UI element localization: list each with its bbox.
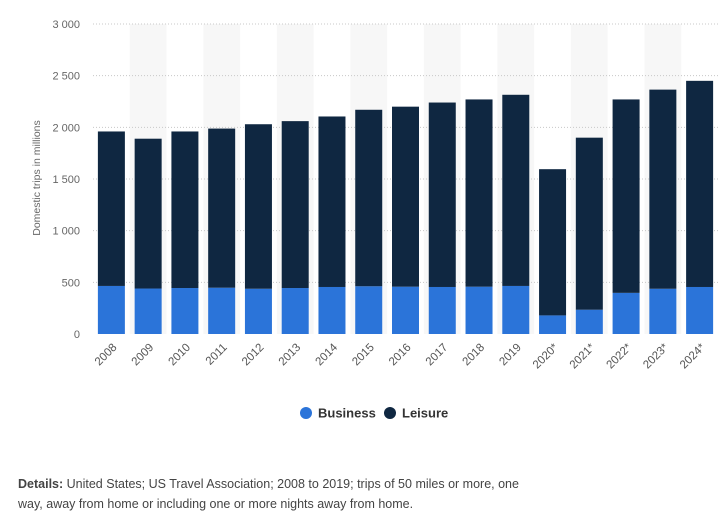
- legend-label-business[interactable]: Business: [318, 406, 376, 421]
- bar-leisure[interactable]: [97, 131, 125, 286]
- bar-business[interactable]: [355, 286, 383, 334]
- x-tick-label: 2015: [350, 342, 377, 369]
- bar-business[interactable]: [539, 315, 567, 334]
- y-tick-label: 3 000: [52, 19, 80, 31]
- bar-leisure[interactable]: [244, 124, 272, 289]
- x-tick-label: 2016: [387, 342, 414, 369]
- x-tick-label: 2011: [204, 342, 230, 368]
- bar-business[interactable]: [281, 288, 309, 334]
- bar-business[interactable]: [612, 292, 640, 334]
- x-tick-label: 2021*: [568, 341, 598, 371]
- bar-business[interactable]: [244, 288, 272, 334]
- details-text: United States; US Travel Association; 20…: [18, 477, 519, 511]
- bar-leisure[interactable]: [465, 99, 493, 287]
- y-axis-ticks: 0 500 1 000 1 500 2 000 2 500 3 000: [52, 19, 80, 341]
- bar-business[interactable]: [134, 288, 162, 334]
- bar-business[interactable]: [575, 309, 603, 334]
- bar-business[interactable]: [502, 285, 530, 334]
- bar-business[interactable]: [318, 286, 346, 334]
- x-tick-label: 2019: [497, 342, 524, 369]
- bar-leisure[interactable]: [539, 169, 567, 316]
- bar-leisure[interactable]: [208, 128, 236, 288]
- bar-business[interactable]: [428, 286, 456, 334]
- bar-leisure[interactable]: [686, 80, 714, 287]
- bar-leisure[interactable]: [392, 106, 419, 287]
- y-axis-title: Domestic trips in millions: [31, 120, 43, 236]
- y-tick-label: 1 500: [52, 174, 80, 186]
- x-tick-label: 2008: [93, 342, 120, 369]
- x-tick-label: 2023*: [641, 341, 671, 371]
- y-tick-label: 2 500: [52, 71, 80, 83]
- x-tick-label: 2013: [277, 342, 304, 369]
- y-tick-label: 2 000: [52, 122, 80, 134]
- x-tick-label: 2009: [130, 342, 157, 369]
- y-tick-label: 500: [62, 277, 80, 289]
- x-tick-label: 2020*: [531, 341, 561, 371]
- x-tick-label: 2012: [240, 342, 267, 369]
- bar-business[interactable]: [171, 288, 199, 334]
- bar-business[interactable]: [649, 288, 677, 334]
- chart: 0 500 1 000 1 500 2 000 2 500 3 000 2008 2009 20…: [31, 19, 718, 421]
- bar-business[interactable]: [686, 286, 714, 334]
- bar-business[interactable]: [465, 286, 493, 334]
- y-tick-label: 0: [74, 329, 80, 341]
- bars: [97, 80, 714, 334]
- bar-leisure[interactable]: [575, 137, 603, 310]
- bar-leisure[interactable]: [318, 116, 346, 287]
- bar-leisure[interactable]: [171, 131, 199, 289]
- bar-business[interactable]: [392, 286, 419, 334]
- bar-leisure[interactable]: [612, 99, 640, 293]
- x-tick-label: 2014: [314, 341, 341, 368]
- details-note: Details: United States; US Travel Associ…: [18, 474, 538, 514]
- x-axis-labels: 2008 2009 2010 2011 2012 2013 2014 2015 2016 2017…: [93, 341, 708, 371]
- bar-leisure[interactable]: [502, 94, 530, 286]
- bar-leisure[interactable]: [428, 102, 456, 287]
- legend: Business Leisure: [300, 406, 448, 421]
- bar-leisure[interactable]: [355, 109, 383, 287]
- y-tick-label: 1 000: [52, 226, 80, 238]
- legend-marker-leisure[interactable]: [384, 407, 396, 419]
- details-label: Details:: [18, 477, 64, 491]
- legend-label-leisure[interactable]: Leisure: [402, 406, 448, 421]
- x-tick-label: 2024*: [678, 341, 708, 371]
- bar-leisure[interactable]: [649, 89, 677, 289]
- x-tick-label: 2022*: [604, 341, 634, 371]
- legend-marker-business[interactable]: [300, 407, 312, 419]
- bar-business[interactable]: [208, 287, 236, 334]
- bar-leisure[interactable]: [281, 121, 309, 289]
- x-tick-label: 2017: [424, 342, 451, 369]
- x-tick-label: 2010: [166, 342, 193, 369]
- bar-leisure[interactable]: [134, 138, 162, 289]
- bar-business[interactable]: [97, 285, 125, 334]
- x-tick-label: 2018: [461, 342, 488, 369]
